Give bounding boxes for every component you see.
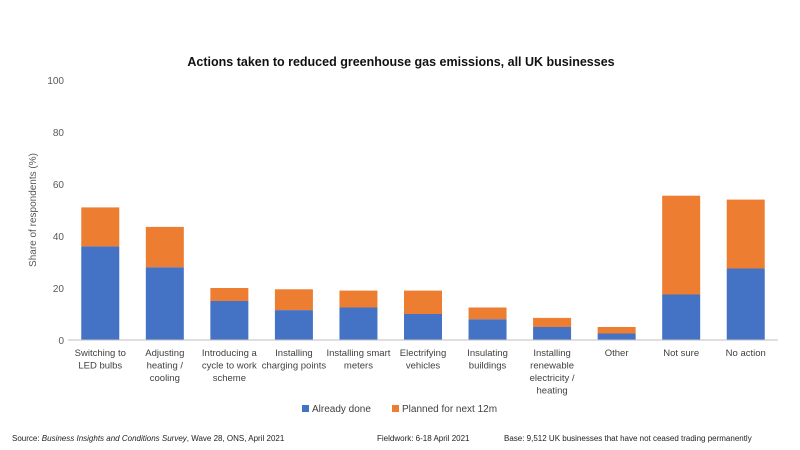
legend-label-planned: Planned for next 12m [402, 404, 497, 415]
x-tick-label: electricity / [530, 373, 575, 384]
x-tick-label: charging points [262, 361, 327, 372]
bar-planned-4 [339, 290, 378, 308]
x-tick-label: Insulating [467, 348, 508, 359]
bar-already-done-6 [468, 319, 507, 340]
bars-group [81, 195, 765, 340]
bar-planned-9 [662, 195, 701, 295]
x-tick-label: Electrifying [400, 348, 446, 359]
x-tick-label: scheme [213, 373, 246, 384]
legend-swatch-already-done [302, 405, 309, 412]
x-tick-label: cycle to work [202, 361, 257, 372]
source-detail: , Wave 28, ONS, April 2021 [186, 434, 285, 443]
y-tick-label: 40 [53, 232, 65, 243]
bar-planned-2 [210, 288, 249, 301]
x-tick-label: Other [605, 348, 629, 359]
bar-planned-7 [533, 317, 572, 327]
bar-already-done-9 [662, 294, 701, 340]
bar-planned-0 [81, 207, 120, 247]
x-tick-label: heating [537, 386, 568, 397]
legend: Already done Planned for next 12m [302, 404, 497, 415]
source-label: Source: [12, 434, 42, 443]
y-tick-label: 0 [58, 336, 64, 347]
bar-already-done-5 [404, 314, 442, 340]
y-tick-label: 80 [53, 128, 65, 139]
fieldwork-note: Fieldwork: 6-18 April 2021 [377, 434, 470, 443]
x-tick-label: Switching to [75, 348, 126, 359]
x-tick-label: Adjusting [145, 348, 184, 359]
bar-already-done-10 [726, 268, 765, 340]
base-note: Base: 9,512 UK businesses that have not … [504, 434, 752, 443]
bar-already-done-1 [145, 267, 184, 340]
source-note: Source: Business Insights and Conditions… [12, 434, 284, 443]
y-tick-label: 60 [53, 180, 65, 191]
bar-planned-10 [726, 199, 765, 269]
bar-planned-5 [404, 290, 442, 314]
bar-already-done-0 [81, 246, 120, 340]
x-tick-label: buildings [469, 361, 507, 372]
bar-planned-8 [597, 327, 636, 334]
bar-planned-1 [145, 226, 184, 268]
legend-swatch-planned [392, 405, 399, 412]
bar-already-done-7 [533, 327, 572, 340]
x-tick-label: Installing smart [327, 348, 391, 359]
x-tick-label: Not sure [663, 348, 699, 359]
bar-planned-3 [274, 289, 313, 311]
y-tick-labels: 0 20 40 60 80 100 [47, 76, 64, 347]
source-title: Business Insights and Conditions Survey [41, 434, 187, 443]
x-tick-label: meters [344, 361, 373, 372]
y-tick-label: 20 [53, 284, 65, 295]
x-tick-label: renewable [530, 361, 574, 372]
bar-already-done-8 [597, 333, 636, 340]
chart-title: Actions taken to reduced greenhouse gas … [187, 55, 614, 69]
y-tick-label: 100 [47, 76, 64, 87]
x-tick-label: Introducing a [202, 348, 258, 359]
legend-label-already-done: Already done [312, 404, 371, 415]
x-tick-label: vehicles [406, 361, 441, 372]
x-tick-label: LED bulbs [78, 361, 122, 372]
x-tick-label: No action [726, 348, 766, 359]
y-axis-label: Share of respondents (%) [28, 153, 39, 267]
bar-already-done-3 [274, 310, 313, 340]
x-tick-label: cooling [150, 373, 180, 384]
x-tick-label: Installing [533, 348, 571, 359]
x-tick-label: Installing [275, 348, 313, 359]
x-tick-label: heating / [147, 361, 184, 372]
bar-already-done-4 [339, 307, 378, 340]
bar-already-done-2 [210, 301, 249, 340]
bar-planned-6 [468, 307, 507, 320]
